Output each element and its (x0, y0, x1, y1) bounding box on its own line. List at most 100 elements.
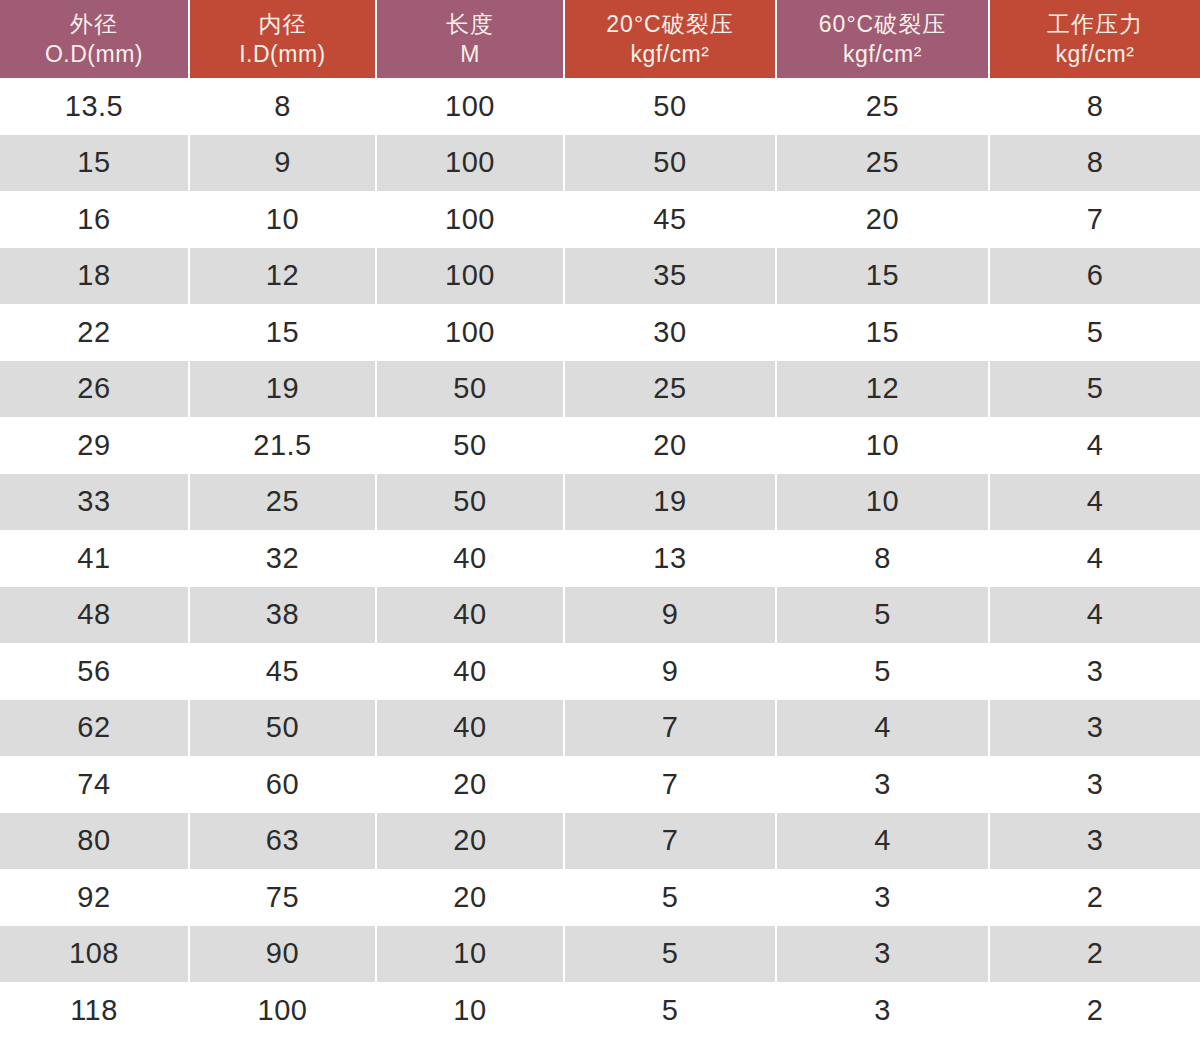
table-cell: 108 (0, 926, 188, 983)
table-cell: 48 (0, 587, 188, 644)
table-cell: 15 (775, 248, 988, 305)
table-cell: 3 (775, 926, 988, 983)
header-cell-2: 长度M (375, 0, 563, 78)
table-cell: 25 (188, 474, 375, 531)
table-cell: 80 (0, 813, 188, 870)
header-label-unit: kgf/cm² (631, 39, 710, 69)
table-cell: 8 (988, 78, 1200, 135)
table-cell: 35 (563, 248, 775, 305)
table-cell: 9 (563, 587, 775, 644)
table-cell: 100 (375, 304, 563, 361)
table-cell: 5 (775, 587, 988, 644)
table-cell: 50 (375, 417, 563, 474)
table-cell: 8 (775, 530, 988, 587)
table-cell: 20 (375, 869, 563, 926)
table-cell: 2 (988, 869, 1200, 926)
table-cell: 3 (775, 869, 988, 926)
table-cell: 50 (563, 135, 775, 192)
table-cell: 10 (375, 982, 563, 1039)
table-body: 13.5810050258159100502581610100452071812… (0, 78, 1200, 1039)
table-cell: 4 (988, 530, 1200, 587)
table-row: 2921.55020104 (0, 417, 1200, 474)
table-row: 746020733 (0, 756, 1200, 813)
table-row: 26195025125 (0, 361, 1200, 418)
table-cell: 20 (563, 417, 775, 474)
table-cell: 100 (188, 982, 375, 1039)
table-header-row: 外径O.D(mm)内径I.D(mm)长度M 20°C破裂压kgf/cm² 60°C破… (0, 0, 1200, 78)
table-cell: 40 (375, 643, 563, 700)
table-cell: 75 (188, 869, 375, 926)
header-label-unit: O.D(mm) (45, 39, 143, 69)
table-cell: 3 (988, 643, 1200, 700)
table-cell: 22 (0, 304, 188, 361)
header-cell-5: 工作压力kgf/cm² (988, 0, 1200, 78)
table-cell: 5 (563, 869, 775, 926)
table-cell: 20 (775, 191, 988, 248)
table-cell: 4 (988, 474, 1200, 531)
table-cell: 100 (375, 248, 563, 305)
table-cell: 15 (0, 135, 188, 192)
table-cell: 12 (188, 248, 375, 305)
table-cell: 9 (188, 135, 375, 192)
table-cell: 15 (188, 304, 375, 361)
table-row: 1089010532 (0, 926, 1200, 983)
table-cell: 40 (375, 530, 563, 587)
table-cell: 6 (988, 248, 1200, 305)
table-cell: 63 (188, 813, 375, 870)
table-cell: 25 (775, 135, 988, 192)
table-row: 11810010532 (0, 982, 1200, 1039)
table-cell: 20 (375, 756, 563, 813)
hose-spec-table: 外径O.D(mm)内径I.D(mm)长度M 20°C破裂压kgf/cm² 60°C破… (0, 0, 1200, 1039)
table-row: 564540953 (0, 643, 1200, 700)
table-cell: 62 (0, 700, 188, 757)
table-cell: 3 (988, 756, 1200, 813)
table-cell: 5 (988, 304, 1200, 361)
table-cell: 21.5 (188, 417, 375, 474)
table-row: 181210035156 (0, 248, 1200, 305)
table-row: 625040743 (0, 700, 1200, 757)
table-cell: 50 (375, 361, 563, 418)
table-cell: 45 (188, 643, 375, 700)
table-cell: 10 (188, 191, 375, 248)
table-row: 13.5810050258 (0, 78, 1200, 135)
table-cell: 90 (188, 926, 375, 983)
table-cell: 8 (988, 135, 1200, 192)
table-cell: 74 (0, 756, 188, 813)
table-cell: 5 (563, 926, 775, 983)
table-cell: 45 (563, 191, 775, 248)
table-cell: 7 (563, 700, 775, 757)
table-cell: 16 (0, 191, 188, 248)
table-cell: 5 (988, 361, 1200, 418)
table-cell: 7 (563, 813, 775, 870)
table-cell: 29 (0, 417, 188, 474)
table-cell: 5 (775, 643, 988, 700)
table-cell: 8 (188, 78, 375, 135)
table-cell: 13 (563, 530, 775, 587)
table-cell: 4 (988, 417, 1200, 474)
table-cell: 92 (0, 869, 188, 926)
table-cell: 4 (775, 813, 988, 870)
header-label-cn: 内径 (259, 9, 307, 39)
table-cell: 30 (563, 304, 775, 361)
header-cell-0: 外径O.D(mm) (0, 0, 188, 78)
table-cell: 33 (0, 474, 188, 531)
table-cell: 118 (0, 982, 188, 1039)
header-label-cn: 20°C破裂压 (606, 9, 733, 39)
table-cell: 56 (0, 643, 188, 700)
table-cell: 19 (188, 361, 375, 418)
table-cell: 5 (563, 982, 775, 1039)
table-cell: 12 (775, 361, 988, 418)
table-cell: 7 (988, 191, 1200, 248)
header-cell-1: 内径I.D(mm) (188, 0, 375, 78)
table-row: 221510030155 (0, 304, 1200, 361)
table-cell: 50 (563, 78, 775, 135)
table-cell: 3 (775, 756, 988, 813)
header-label-cn: 长度 (446, 9, 494, 39)
table-row: 161010045207 (0, 191, 1200, 248)
table-cell: 100 (375, 191, 563, 248)
table-row: 15910050258 (0, 135, 1200, 192)
table-cell: 26 (0, 361, 188, 418)
table-cell: 18 (0, 248, 188, 305)
table-cell: 20 (375, 813, 563, 870)
header-label-cn: 60°C破裂压 (819, 9, 946, 39)
